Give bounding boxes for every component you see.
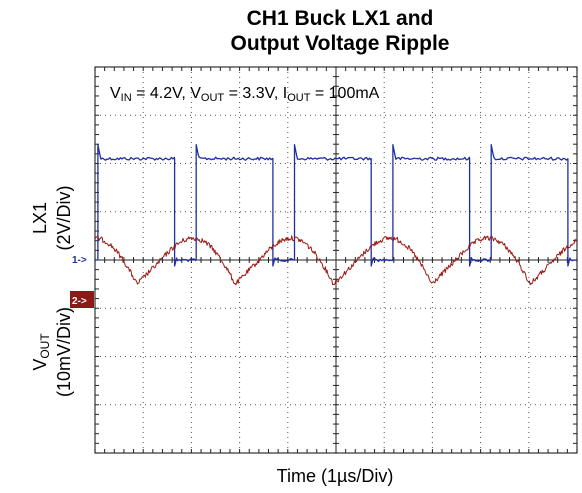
- lx1-axis-label: LX1: [30, 202, 50, 234]
- conditions-label: VIN = 4.2V, VOUT = 3.3V, IOUT = 100mA: [110, 85, 380, 104]
- x-axis-label: Time (1µs/Div): [277, 466, 394, 486]
- lx1-axis-unit: (2V/Div): [54, 185, 74, 250]
- vout-trace: [94, 235, 578, 286]
- ch2-marker-bg: [70, 291, 94, 308]
- ch2-marker: 2->: [72, 296, 87, 307]
- chart-title-line1: CH1 Buck LX1 and: [247, 7, 434, 30]
- ch1-marker: 1->: [72, 255, 87, 266]
- chart-title-line2: Output Voltage Ripple: [231, 32, 450, 55]
- plot-area: 1-> 2->: [70, 66, 578, 454]
- lx1-trace: [95, 144, 578, 267]
- vout-axis-label: VOUT: [30, 333, 52, 371]
- vout-axis-unit: (10mV/Div): [54, 307, 74, 397]
